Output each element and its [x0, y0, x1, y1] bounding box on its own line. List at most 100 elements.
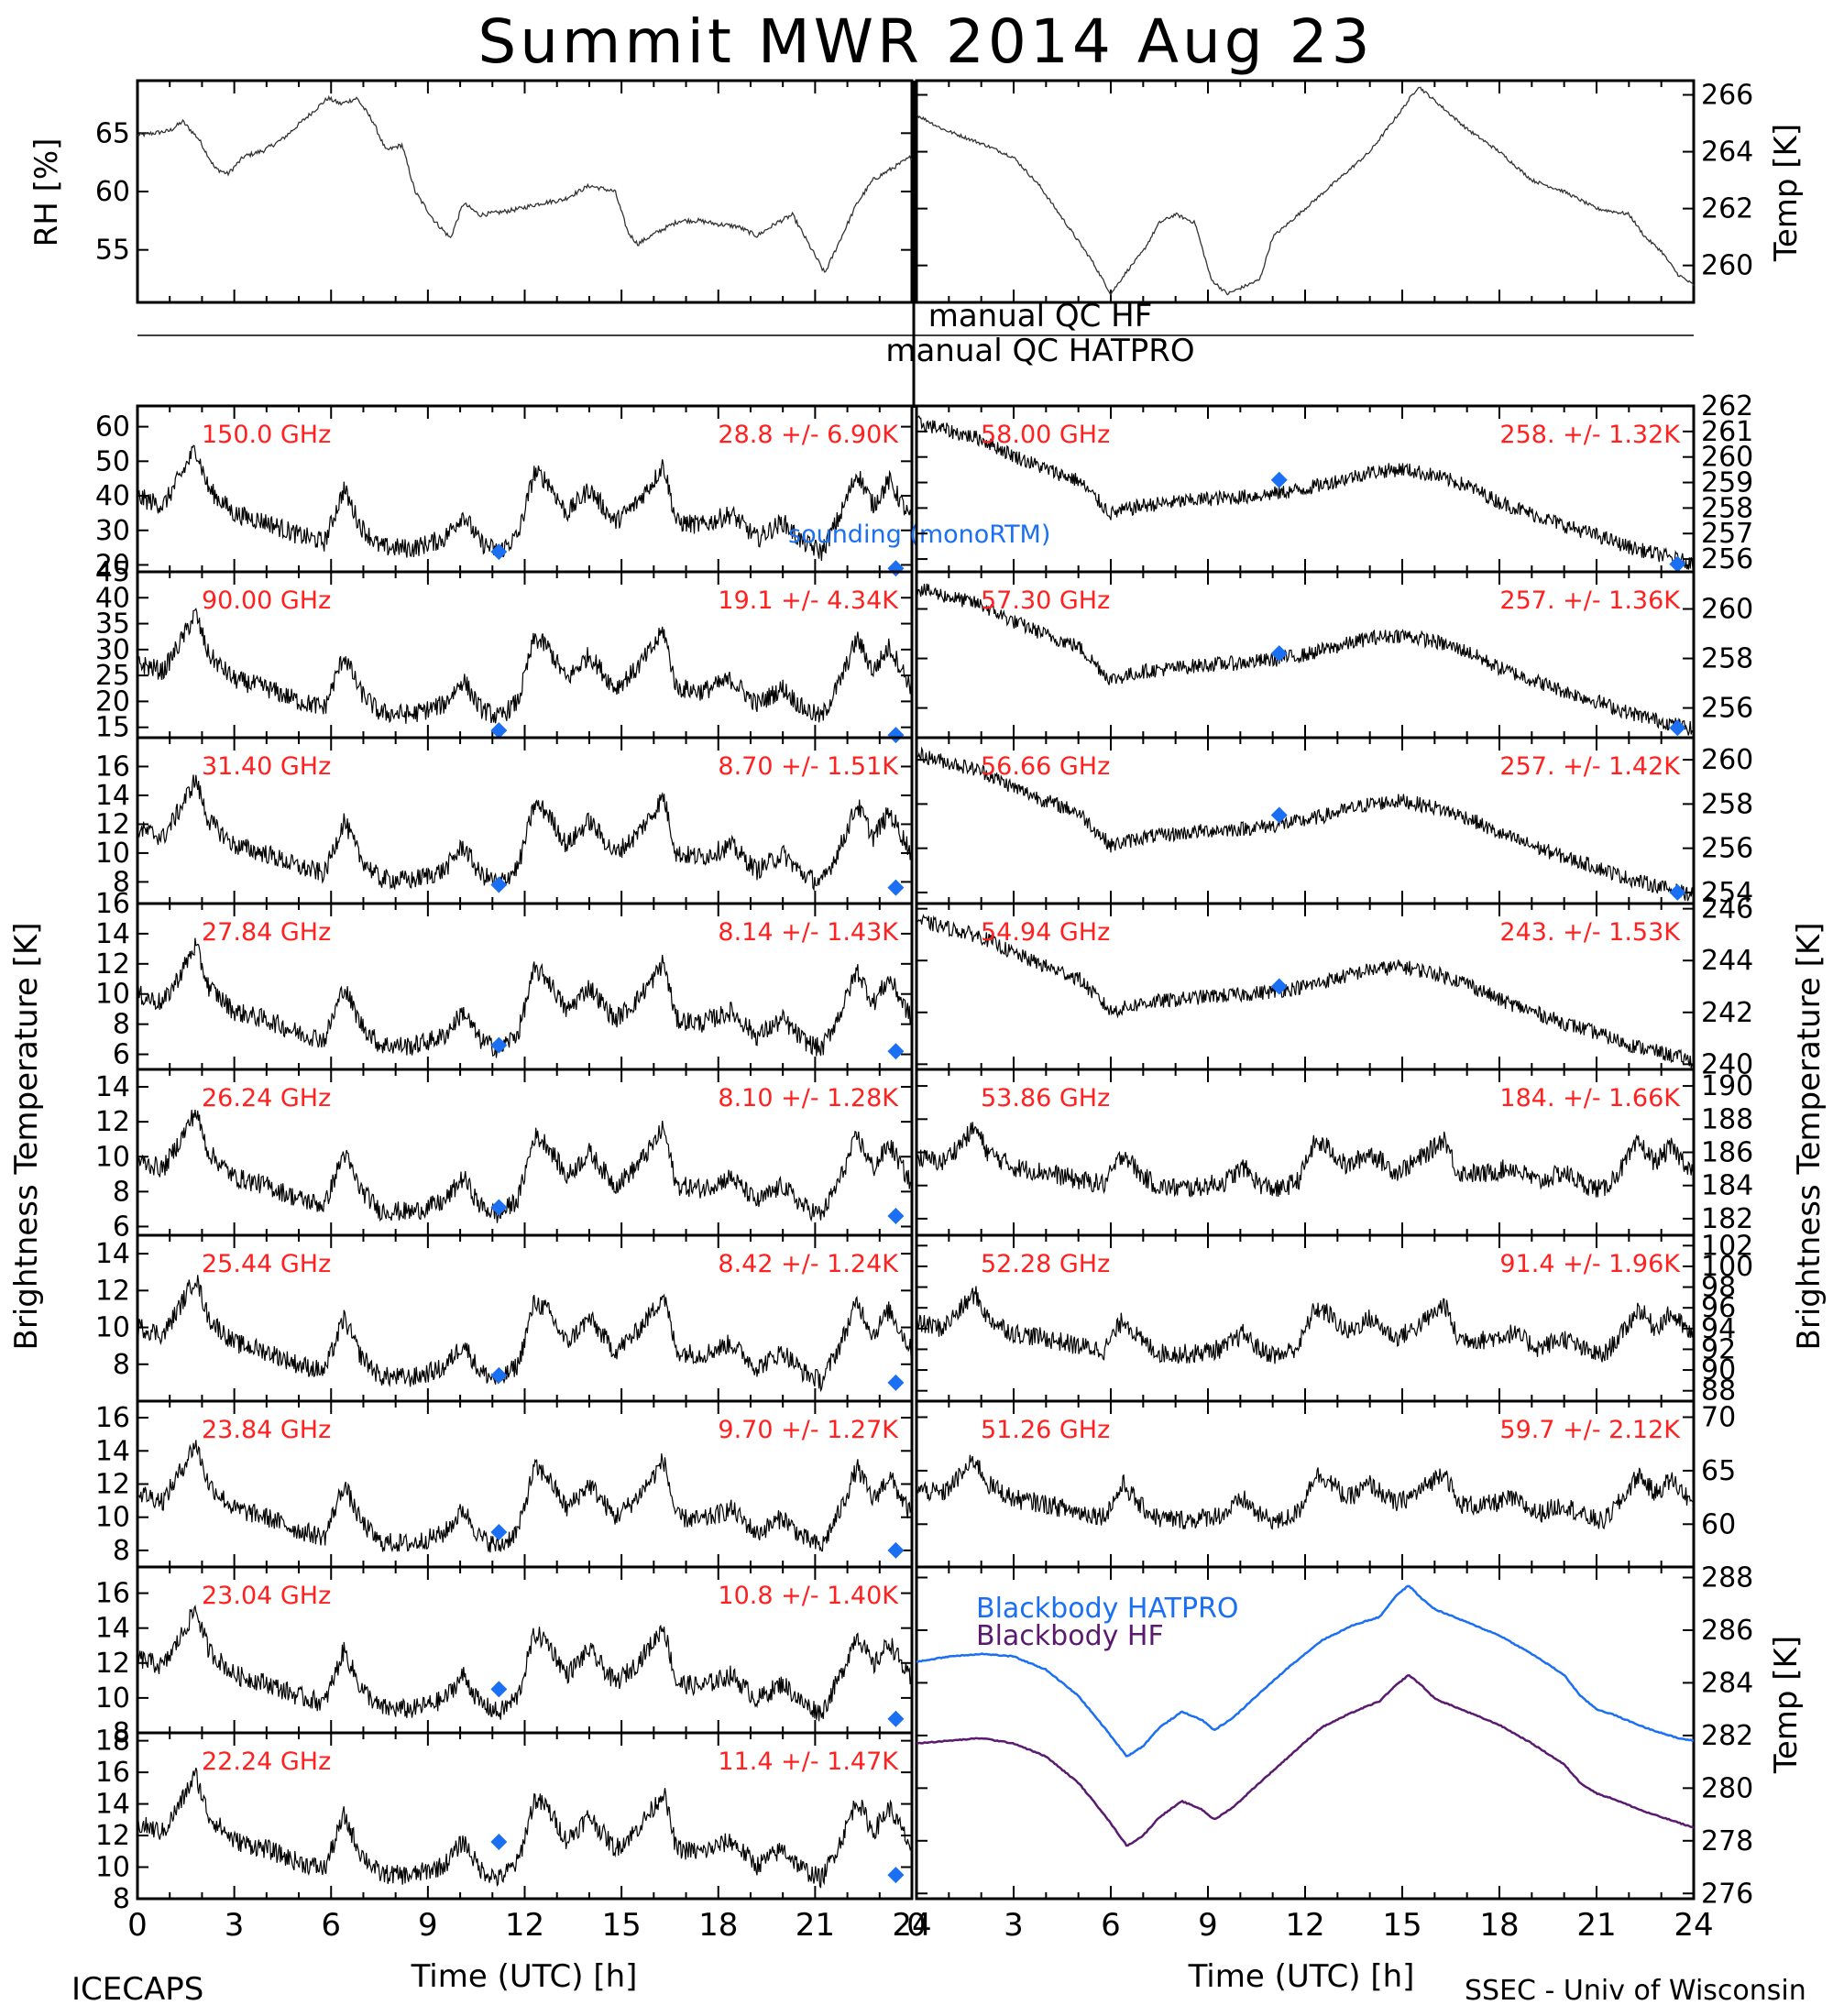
channel-right-0-trace [916, 414, 1695, 571]
channel-right-0-ytick-label: 260 [1701, 442, 1753, 474]
channel-left-0-ytick-label: 30 [95, 515, 130, 547]
channel-left-2-sounding-point [490, 876, 508, 893]
channel-right-0-ytick-label: 257 [1701, 518, 1753, 550]
channel-right-0-freq-label: 58.00 GHz [981, 421, 1110, 449]
footer-right: SSEC - Univ of Wisconsin [1465, 1975, 1806, 2007]
channel-left-4-trace [137, 1110, 913, 1223]
channel-right-4-ytick-label: 186 [1701, 1137, 1753, 1169]
channel-left-0-freq-label: 150.0 GHz [202, 421, 331, 449]
channel-right-1-ytick-label: 258 [1701, 643, 1753, 675]
channel-right-6-ytick-label: 65 [1701, 1455, 1736, 1487]
x-tick-label-right: 15 [1382, 1907, 1421, 1944]
channel-left-0-trace [137, 444, 913, 561]
x-tick-label-right: 18 [1479, 1907, 1519, 1944]
channel-left-4-ytick-label: 12 [95, 1106, 130, 1138]
channel-left-4-ytick-label: 6 [113, 1211, 130, 1243]
rh-y-axis-label: RH [%] [28, 138, 65, 247]
rh-series-line [137, 94, 913, 273]
channel-right-0-ytick-label: 256 [1701, 543, 1753, 575]
channel-right-2-ytick-label: 258 [1701, 788, 1753, 820]
channel-right-3-ytick-label: 240 [1701, 1048, 1753, 1080]
channel-left-2-freq-label: 31.40 GHz [202, 752, 331, 781]
rh-ytick-label: 55 [95, 235, 130, 267]
blackbody-legend-entry: Blackbody HATPRO [976, 1593, 1239, 1625]
channel-left-6-freq-label: 23.84 GHz [202, 1416, 331, 1444]
channel-left-7-sounding-point [887, 1710, 905, 1727]
channel-left-3-ytick-label: 14 [95, 918, 130, 950]
channel-left-4-ytick-label: 14 [95, 1071, 130, 1103]
x-tick-label-left: 21 [796, 1907, 835, 1944]
x-tick-label-left: 9 [418, 1907, 438, 1944]
channel-left-2-ytick-label: 16 [95, 751, 130, 783]
tair-ytick-label: 266 [1701, 80, 1753, 112]
x-tick-label-right: 12 [1285, 1907, 1324, 1944]
x-tick-label-right: 0 [906, 1907, 927, 1944]
channel-left-8-sounding-point [887, 1867, 905, 1884]
channel-left-3-freq-label: 27.84 GHz [202, 918, 331, 947]
blackbody-ytick-label: 284 [1701, 1667, 1753, 1699]
channel-left-3-trace [137, 937, 913, 1058]
qc-hatpro-label: manual QC HATPRO [885, 333, 1194, 369]
channel-right-3-freq-label: 54.94 GHz [981, 918, 1110, 947]
temp-series-line [916, 86, 1695, 297]
blackbody-ytick-label: 282 [1701, 1720, 1753, 1752]
x-axis-label-right: Time (UTC) [h] [1188, 1958, 1415, 1995]
channel-right-6-trace [916, 1454, 1695, 1530]
channel-right-3-ytick-label: 244 [1701, 945, 1753, 977]
channel-left-2-ytick-label: 14 [95, 780, 130, 812]
channel-right-4-ytick-label: 184 [1701, 1170, 1753, 1202]
temp-y-axis-label: Temp [K] [1768, 124, 1805, 262]
channel-left-5-sounding-point [490, 1366, 508, 1384]
channel-left-5-mean-label: 8.42 +/- 1.24K [718, 1250, 899, 1278]
channel-left-1-ytick-label: 15 [95, 712, 130, 744]
channel-left-4-sounding-point [490, 1199, 508, 1216]
channel-left-5-ytick-label: 14 [95, 1238, 130, 1270]
channel-left-0-ytick-label: 60 [95, 411, 130, 444]
blackbody-ytick-label: 286 [1701, 1615, 1753, 1647]
channel-right-1-freq-label: 57.30 GHz [981, 586, 1110, 615]
blackbody-ytick-label: 276 [1701, 1878, 1753, 1910]
channel-left-4-sounding-point [887, 1208, 905, 1225]
channel-right-5-freq-label: 52.28 GHz [981, 1250, 1110, 1278]
channel-right-5-trace [916, 1286, 1694, 1364]
channel-right-0-ytick-label: 262 [1701, 390, 1753, 422]
x-tick-label-right: 3 [1004, 1907, 1024, 1944]
channel-left-2-ytick-label: 8 [113, 866, 130, 898]
channel-left-3-ytick-label: 16 [95, 888, 130, 920]
x-tick-label-left: 18 [698, 1907, 738, 1944]
channel-left-2-sounding-point [887, 879, 905, 896]
x-axis-label-left: Time (UTC) [h] [411, 1958, 638, 1995]
channel-right-1-trace [916, 583, 1695, 736]
channel-left-1-ytick-label: 25 [95, 660, 130, 692]
channel-left-5-ytick-label: 10 [95, 1312, 130, 1344]
channel-left-8-sounding-point [490, 1833, 508, 1850]
channel-left-1-ytick-label: 20 [95, 685, 130, 718]
channel-left-0-sounding-point [887, 560, 905, 577]
channel-left-4-ytick-label: 8 [113, 1176, 130, 1208]
x-tick-label-right: 24 [1674, 1907, 1713, 1944]
channel-right-2-ytick-label: 254 [1701, 877, 1753, 909]
x-tick-label-left: 15 [601, 1907, 641, 1944]
channel-left-1-trace [137, 607, 913, 724]
channel-right-5-ytick-label: 102 [1701, 1230, 1753, 1262]
x-tick-label-right: 6 [1101, 1907, 1121, 1944]
channel-left-1-ytick-label: 40 [95, 582, 130, 614]
channel-left-6-ytick-label: 8 [113, 1535, 130, 1567]
channel-left-2-ytick-label: 10 [95, 838, 130, 870]
channel-left-6-ytick-label: 12 [95, 1469, 130, 1501]
channel-right-2-ytick-label: 256 [1701, 833, 1753, 865]
tair-ytick-label: 264 [1701, 137, 1753, 169]
channel-left-8-mean-label: 11.4 +/- 1.47K [718, 1748, 899, 1776]
sounding-legend: sounding (monoRTM) [788, 520, 1050, 549]
channel-left-6-sounding-point [490, 1523, 508, 1540]
channel-right-5-mean-label: 91.4 +/- 1.96K [1499, 1250, 1681, 1278]
channel-left-7-mean-label: 10.8 +/- 1.40K [718, 1582, 899, 1610]
blackbody-series-line [916, 1673, 1695, 1847]
channel-left-7-ytick-label: 14 [95, 1613, 130, 1645]
channel-right-3-ytick-label: 242 [1701, 997, 1753, 1029]
channel-right-5-ytick-label: 94 [1701, 1313, 1736, 1345]
channel-right-1-sounding-point [1270, 645, 1288, 663]
blackbody-ytick-label: 288 [1701, 1561, 1753, 1594]
channel-left-5-sounding-point [887, 1374, 905, 1391]
blackbody-ytick-label: 280 [1701, 1772, 1753, 1804]
